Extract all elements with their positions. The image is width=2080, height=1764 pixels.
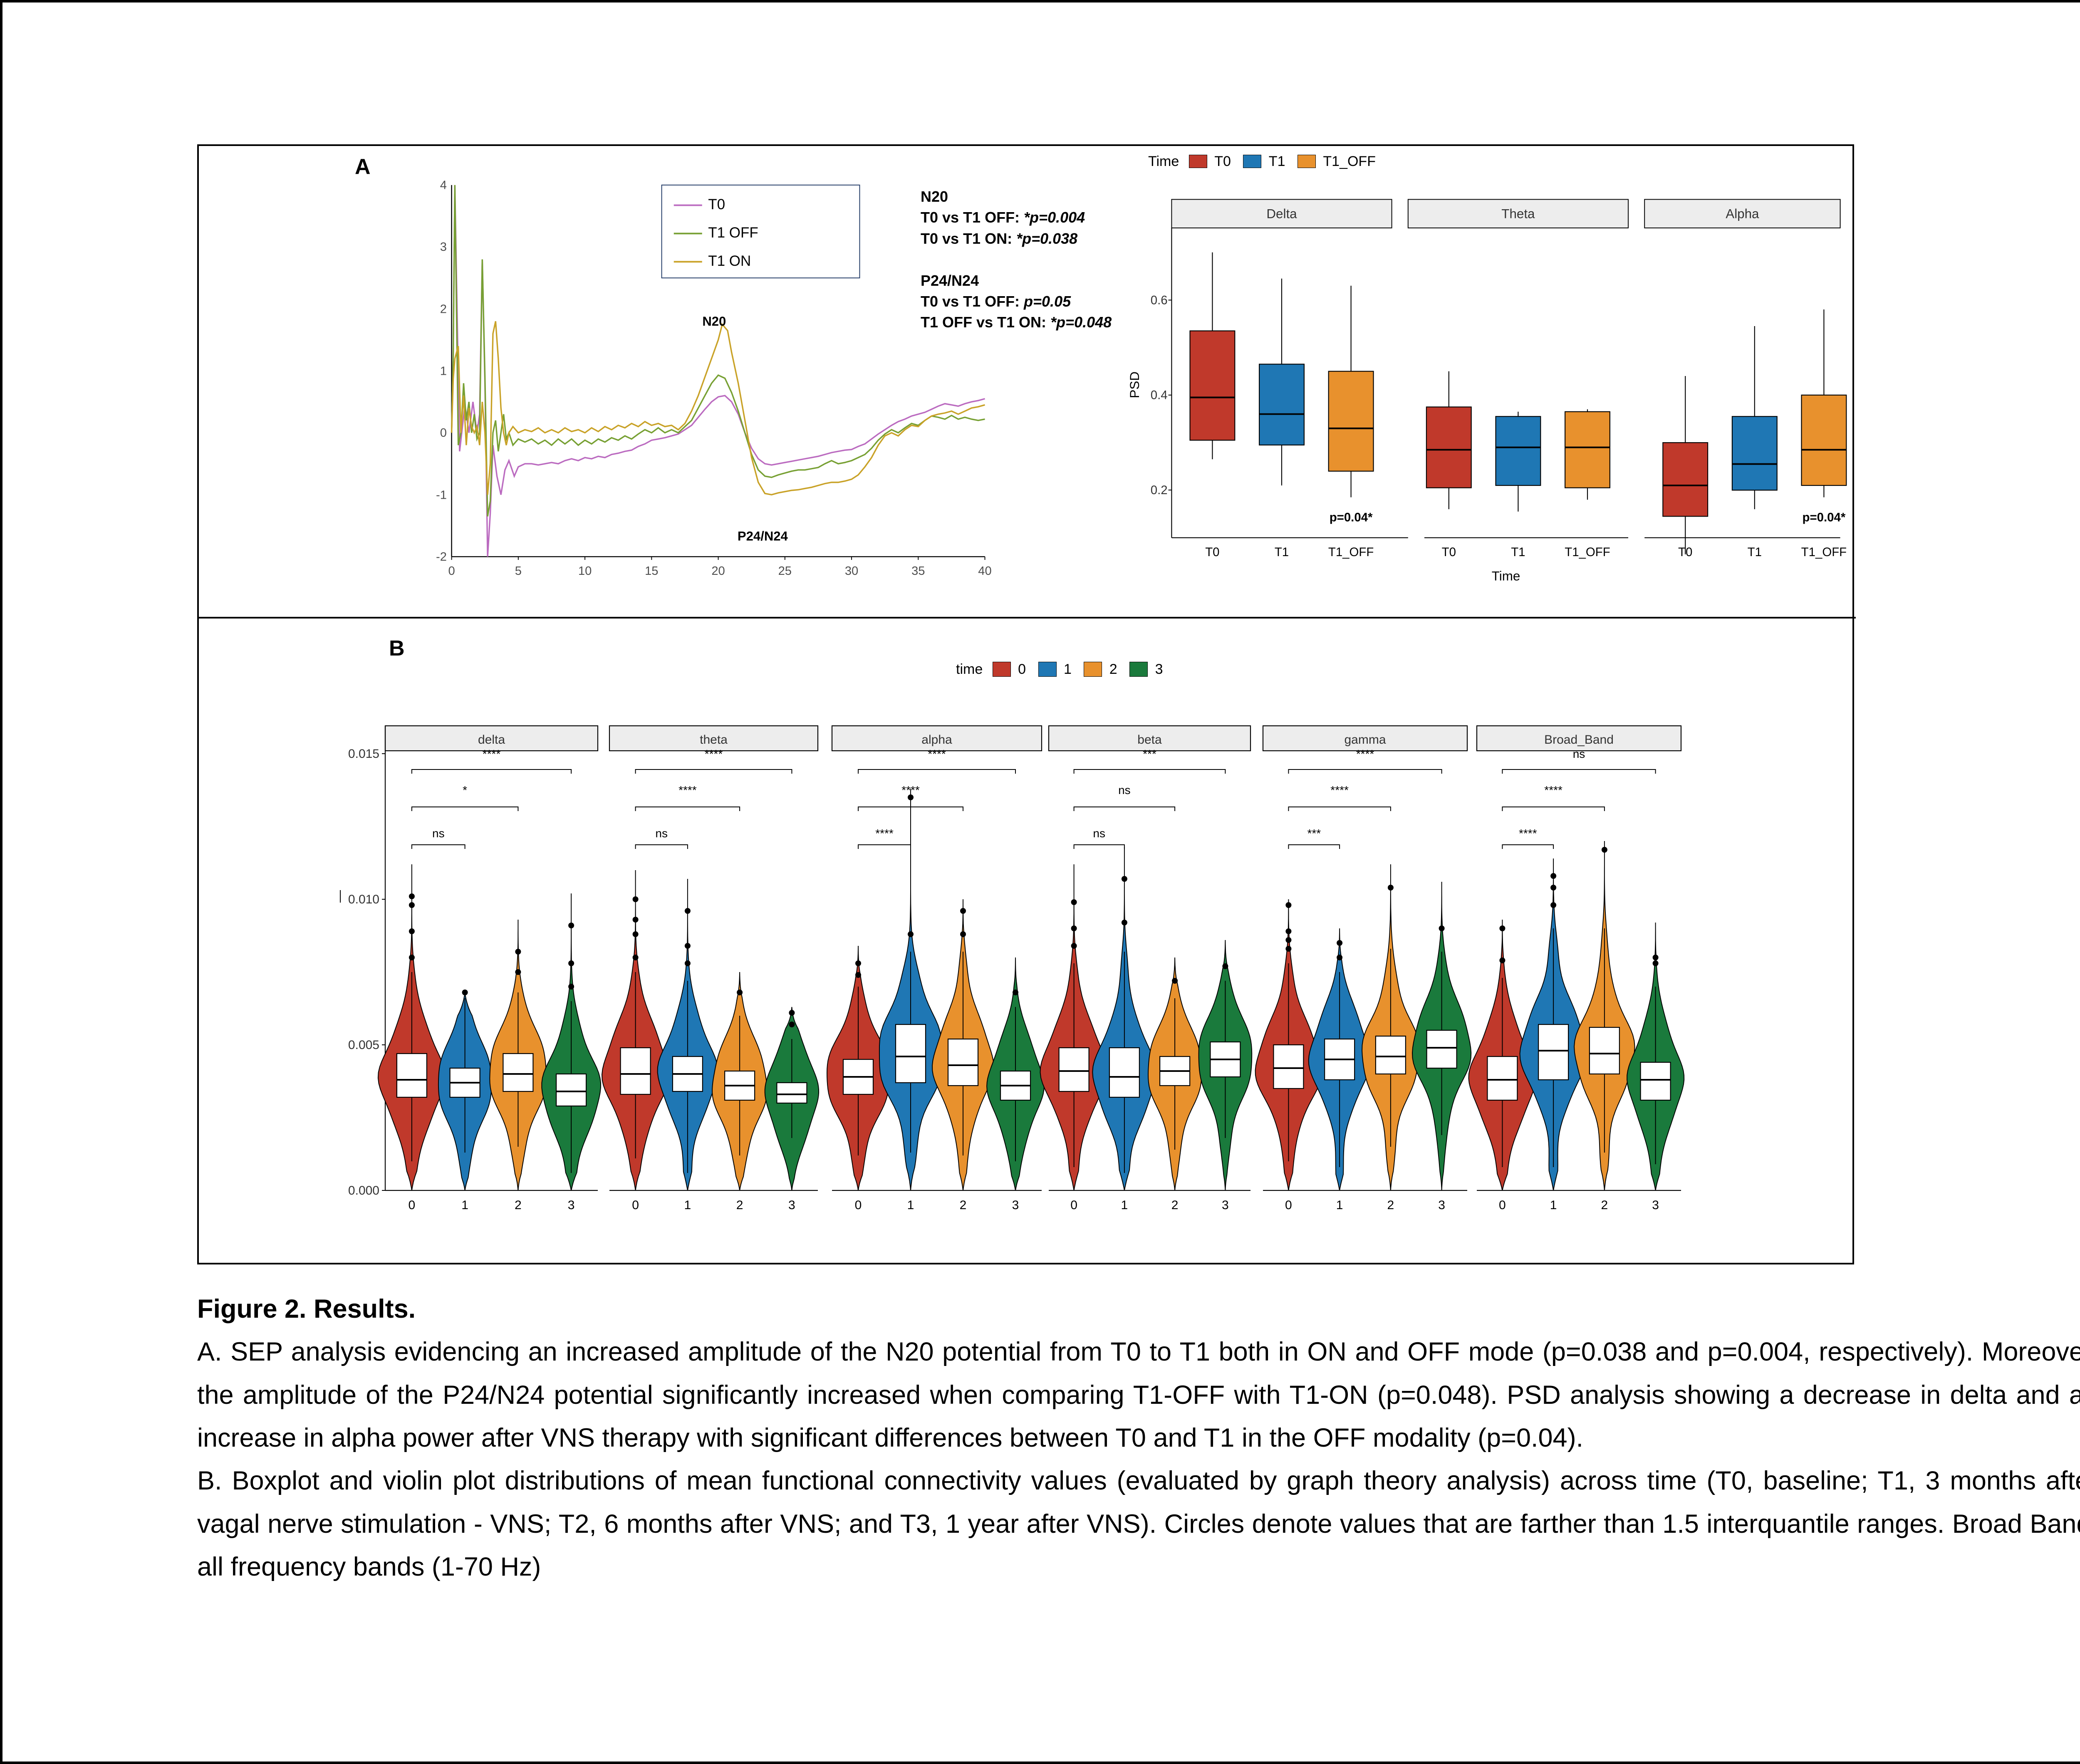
svg-text:0: 0 — [448, 564, 455, 578]
svg-text:T1 OFF: T1 OFF — [708, 225, 758, 241]
svg-text:1: 1 — [1121, 1198, 1128, 1212]
svg-text:15: 15 — [645, 564, 658, 578]
svg-text:3: 3 — [1012, 1198, 1019, 1212]
svg-text:****: **** — [1544, 784, 1562, 797]
svg-text:T1_OFF: T1_OFF — [1328, 545, 1374, 559]
svg-text:35: 35 — [911, 564, 925, 578]
svg-text:4: 4 — [440, 179, 447, 192]
svg-text:20: 20 — [711, 564, 725, 578]
svg-text:Time: Time — [1492, 569, 1520, 584]
svg-text:****: **** — [928, 747, 946, 760]
svg-text:2: 2 — [440, 303, 447, 316]
svg-text:30: 30 — [845, 564, 858, 578]
svg-text:0: 0 — [440, 426, 447, 440]
svg-text:0: 0 — [632, 1198, 639, 1212]
svg-text:P24/N24: P24/N24 — [738, 529, 788, 543]
svg-text:3: 3 — [1222, 1198, 1229, 1212]
svg-text:delta: delta — [478, 733, 505, 747]
svg-text:*: * — [463, 784, 467, 797]
svg-text:theta: theta — [700, 733, 728, 747]
svg-text:1: 1 — [684, 1198, 691, 1212]
svg-text:3: 3 — [788, 1198, 795, 1212]
svg-text:****: **** — [1519, 827, 1537, 840]
svg-text:10: 10 — [578, 564, 592, 578]
svg-text:T1_OFF: T1_OFF — [1801, 545, 1847, 559]
svg-text:3: 3 — [1438, 1198, 1445, 1212]
svg-text:T0: T0 — [1205, 545, 1219, 559]
svg-text:2: 2 — [1171, 1198, 1179, 1212]
svg-text:Alpha: Alpha — [1726, 206, 1759, 221]
svg-text:2: 2 — [1387, 1198, 1394, 1212]
svg-text:p=0.04*: p=0.04* — [1330, 511, 1373, 524]
svg-text:0: 0 — [855, 1198, 862, 1212]
svg-text:40: 40 — [978, 564, 991, 578]
svg-text:T0: T0 — [1442, 545, 1456, 559]
svg-text:0.6: 0.6 — [1151, 293, 1168, 307]
svg-text:ns: ns — [1118, 784, 1131, 797]
svg-text:2: 2 — [736, 1198, 743, 1212]
svg-text:0: 0 — [1499, 1198, 1506, 1212]
svg-text:T1: T1 — [1275, 545, 1289, 559]
svg-text:0: 0 — [1070, 1198, 1077, 1212]
svg-text:ns: ns — [655, 827, 668, 840]
svg-text:PSD: PSD — [1127, 371, 1142, 398]
svg-text:****: **** — [875, 827, 894, 840]
svg-text:ns: ns — [1573, 747, 1585, 760]
svg-text:0.015: 0.015 — [348, 747, 379, 761]
svg-text:2: 2 — [515, 1198, 522, 1212]
svg-text:N20: N20 — [702, 314, 726, 329]
svg-text:****: **** — [1356, 747, 1374, 760]
svg-text:2: 2 — [1601, 1198, 1608, 1212]
svg-text:T1: T1 — [1748, 545, 1762, 559]
svg-text:1: 1 — [907, 1198, 914, 1212]
svg-text:1: 1 — [1550, 1198, 1557, 1212]
svg-text:25: 25 — [778, 564, 792, 578]
svg-text:-2: -2 — [436, 550, 447, 564]
svg-text:0.005: 0.005 — [348, 1038, 379, 1052]
svg-text:1: 1 — [1336, 1198, 1343, 1212]
svg-text:3: 3 — [568, 1198, 575, 1212]
svg-text:T1: T1 — [1511, 545, 1525, 559]
svg-text:0.4: 0.4 — [1151, 388, 1168, 402]
svg-text:***: *** — [1143, 747, 1156, 760]
svg-text:5: 5 — [515, 564, 522, 578]
svg-text:ns: ns — [1093, 827, 1105, 840]
svg-text:T1_OFF: T1_OFF — [1565, 545, 1610, 559]
svg-text:T1 ON: T1 ON — [708, 253, 751, 269]
svg-text:p=0.04*: p=0.04* — [1803, 511, 1846, 524]
svg-text:gamma: gamma — [1344, 733, 1386, 747]
svg-text:1: 1 — [440, 364, 447, 378]
svg-text:0: 0 — [409, 1198, 416, 1212]
svg-text:alpha: alpha — [921, 733, 952, 747]
svg-text:0.000: 0.000 — [348, 1184, 379, 1197]
svg-text:0: 0 — [1285, 1198, 1292, 1212]
svg-text:1: 1 — [461, 1198, 468, 1212]
svg-text:2: 2 — [960, 1198, 967, 1212]
svg-text:****: **** — [705, 747, 723, 760]
svg-text:****: **** — [1330, 784, 1349, 797]
svg-text:Delta: Delta — [1266, 206, 1297, 221]
svg-text:****: **** — [678, 784, 697, 797]
svg-text:-1: -1 — [436, 488, 447, 502]
svg-text:0.2: 0.2 — [1151, 483, 1168, 497]
svg-text:3: 3 — [1652, 1198, 1659, 1212]
svg-text:Broad_Band: Broad_Band — [1544, 733, 1614, 747]
svg-text:0.010: 0.010 — [348, 893, 379, 906]
svg-text:****: **** — [483, 747, 501, 760]
svg-text:***: *** — [1307, 827, 1321, 840]
svg-text:3: 3 — [440, 240, 447, 254]
svg-text:ns: ns — [432, 827, 445, 840]
svg-text:Theta: Theta — [1501, 206, 1535, 221]
svg-text:T0: T0 — [708, 196, 725, 213]
svg-text:beta: beta — [1137, 733, 1162, 747]
